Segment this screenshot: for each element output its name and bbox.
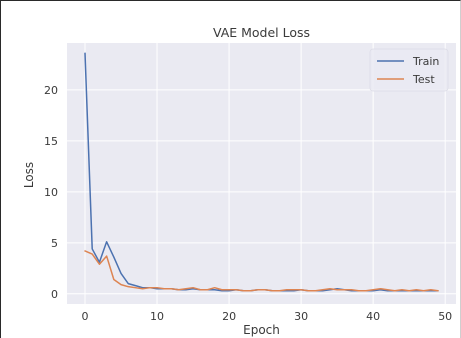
x-tick-label: 50: [438, 310, 452, 323]
chart-title: VAE Model Loss: [213, 25, 310, 40]
series-layer: [84, 52, 439, 292]
legend: Train Test: [369, 48, 449, 92]
x-axis-label: Epoch: [243, 323, 280, 337]
series-line-test: [84, 250, 439, 292]
y-tick-label: 5: [51, 237, 58, 250]
y-tick-label: 20: [44, 84, 58, 97]
x-tick-label: 0: [82, 310, 89, 323]
legend-train-label: Train: [412, 55, 439, 68]
x-tick-label: 30: [294, 310, 308, 323]
y-tick-label: 10: [44, 186, 58, 199]
y-tick-labels: 0 5 10 15 20: [44, 84, 58, 301]
x-tick-label: 20: [222, 310, 236, 323]
x-tick-label: 40: [366, 310, 380, 323]
legend-test-label: Test: [412, 73, 435, 86]
y-tick-label: 0: [51, 288, 58, 301]
x-tick-labels: 0 10 20 30 40 50: [82, 310, 453, 323]
y-axis-label: Loss: [22, 162, 36, 188]
y-tick-label: 15: [44, 135, 58, 148]
x-tick-label: 10: [150, 310, 164, 323]
legend-box: [369, 48, 449, 92]
